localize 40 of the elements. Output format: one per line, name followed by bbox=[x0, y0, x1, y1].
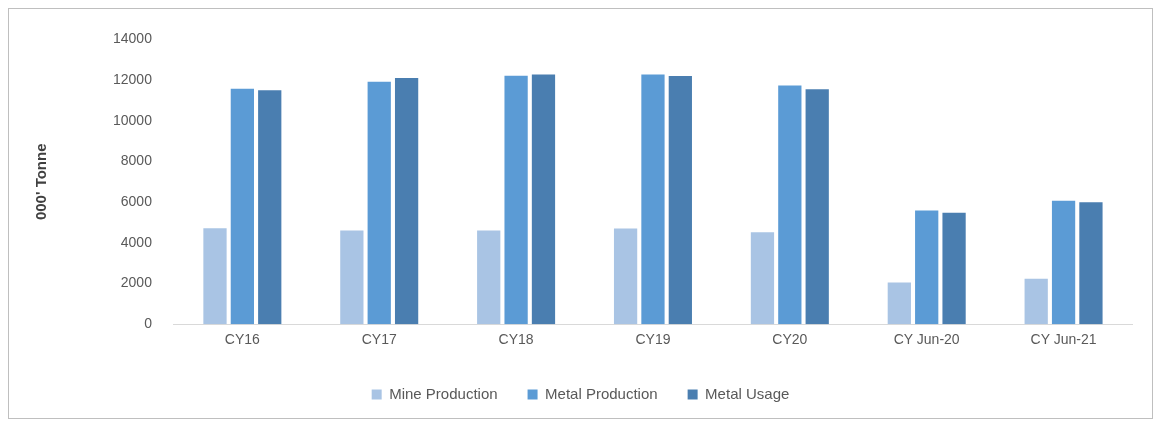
y-tick-label: 14000 bbox=[112, 30, 153, 47]
x-tick-label: CY17 bbox=[361, 331, 397, 348]
y-tick-label: 10000 bbox=[112, 111, 153, 128]
bar bbox=[504, 75, 528, 325]
y-axis-title: 000' Tonne bbox=[32, 143, 50, 221]
x-tick-label: CY16 bbox=[224, 331, 261, 348]
x-tick-label: CY Jun-21 bbox=[1030, 331, 1097, 348]
legend-label: Mine Production bbox=[389, 384, 498, 402]
bar bbox=[942, 212, 966, 325]
bar bbox=[668, 76, 692, 325]
bar bbox=[1024, 278, 1048, 325]
y-tick-label: 0 bbox=[144, 315, 153, 332]
x-tick-label: CY19 bbox=[635, 331, 671, 348]
bar bbox=[258, 90, 282, 325]
bar bbox=[1051, 200, 1076, 325]
bar bbox=[1079, 202, 1103, 325]
bar bbox=[613, 228, 638, 325]
bar bbox=[915, 210, 939, 325]
bar bbox=[367, 81, 391, 325]
y-tick-label: 2000 bbox=[120, 274, 153, 291]
y-tick-label: 6000 bbox=[120, 193, 153, 209]
bar bbox=[394, 78, 419, 325]
bar bbox=[887, 282, 911, 325]
bar bbox=[641, 74, 665, 325]
y-tick-label: 12000 bbox=[112, 70, 153, 87]
bar bbox=[340, 230, 364, 325]
x-tick-label: CY18 bbox=[498, 331, 534, 348]
bar bbox=[230, 88, 254, 325]
x-tick-label: CY Jun-20 bbox=[893, 331, 960, 348]
legend-label: Metal Production bbox=[545, 384, 658, 402]
y-tick-label: 4000 bbox=[120, 233, 153, 250]
bar bbox=[531, 74, 556, 325]
bar bbox=[203, 228, 227, 325]
x-tick-label: CY20 bbox=[772, 331, 808, 348]
bar bbox=[477, 230, 501, 325]
bar bbox=[805, 89, 829, 325]
legend-label: Metal Usage bbox=[705, 384, 790, 402]
bar bbox=[778, 85, 802, 325]
bar bbox=[750, 232, 775, 325]
y-tick-label: 8000 bbox=[120, 152, 153, 169]
